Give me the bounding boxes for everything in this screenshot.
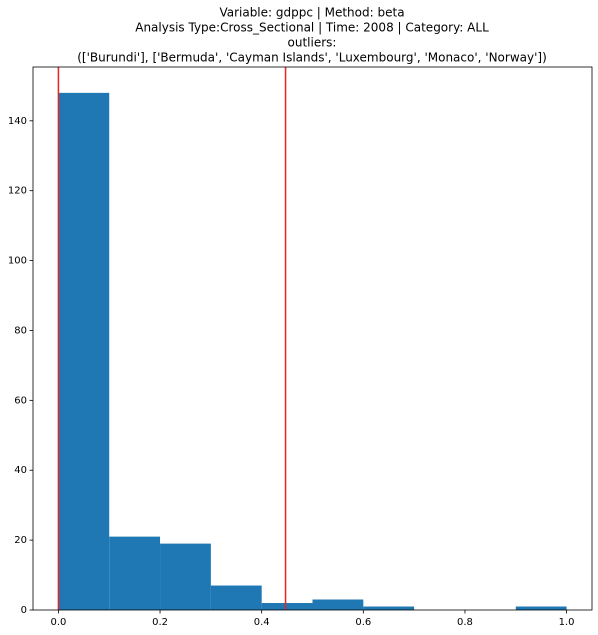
bar — [363, 606, 415, 610]
chart-title: Analysis Type:Cross_Sectional | Time: 20… — [135, 21, 489, 35]
y-tick-label: 60 — [14, 395, 27, 406]
y-tick-label: 0 — [21, 605, 27, 616]
plot-frame — [32, 66, 593, 611]
y-tick-label: 100 — [8, 256, 27, 267]
bar — [109, 536, 161, 610]
x-tick-label: 0.6 — [355, 617, 371, 628]
bar — [58, 92, 110, 611]
bar — [312, 599, 364, 610]
bar — [261, 603, 313, 610]
y-tick-label: 40 — [14, 465, 27, 476]
y-tick-label: 140 — [8, 116, 27, 127]
y-tick-label: 80 — [14, 325, 27, 336]
x-tick-label: 0.2 — [152, 617, 168, 628]
chart-title: (['Burundi'], ['Bermuda', 'Cayman Island… — [77, 51, 547, 65]
x-tick-label: 0.0 — [50, 617, 66, 628]
x-tick-label: 0.4 — [254, 617, 270, 628]
bar — [210, 585, 262, 610]
bar — [160, 543, 211, 610]
x-tick-label: 0.8 — [457, 617, 473, 628]
bar — [515, 606, 567, 610]
y-tick-label: 20 — [14, 535, 27, 546]
chart-title: outliers: — [288, 36, 337, 50]
y-tick-label: 120 — [8, 186, 27, 197]
x-tick-label: 1.0 — [559, 617, 575, 628]
chart-title: Variable: gdppc | Method: beta — [219, 6, 404, 20]
